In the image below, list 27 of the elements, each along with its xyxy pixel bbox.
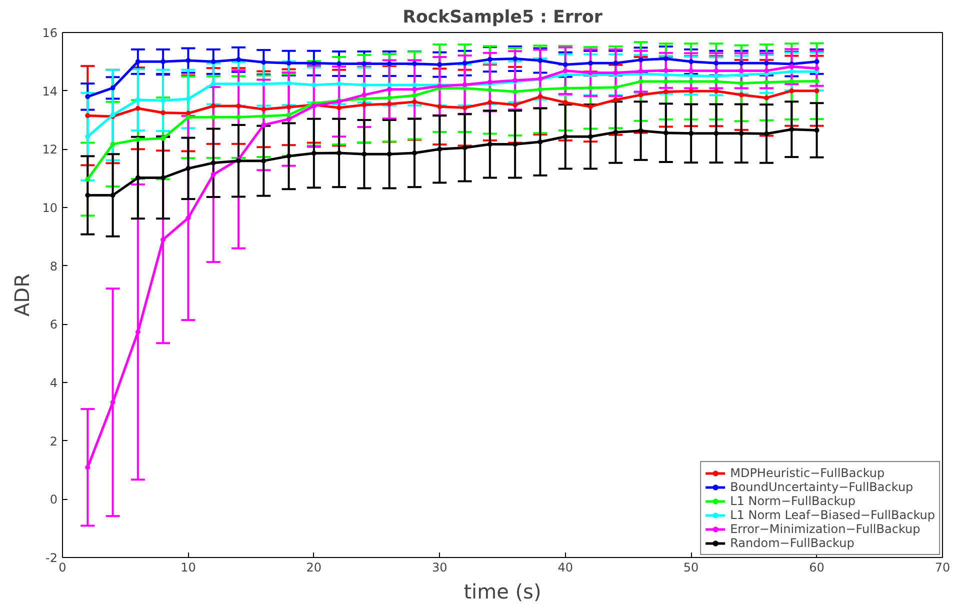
x-tick-label: 30 <box>432 560 448 574</box>
legend-label: Random−FullBackup <box>730 536 854 550</box>
x-tick-label: 70 <box>934 560 950 574</box>
y-tick-label: 14 <box>42 84 58 98</box>
y-tick-label: 6 <box>50 318 58 332</box>
y-tick-label: 12 <box>42 142 58 157</box>
chart-title: RockSample5 : Error <box>402 8 603 28</box>
y-axis-title: ADR <box>10 273 34 316</box>
y-tick-label: 10 <box>42 201 58 215</box>
x-tick-label: 40 <box>558 560 574 574</box>
legend-label: L1 Norm Leaf−Biased−FullBackup <box>730 508 935 522</box>
y-tick-label: -2 <box>46 551 58 565</box>
legend-label: MDPHeuristic−FullBackup <box>730 466 885 480</box>
x-tick-label: 10 <box>180 560 196 574</box>
legend-label: L1 Norm−FullBackup <box>730 494 856 508</box>
y-tick-label: 2 <box>50 434 58 448</box>
x-tick-label: 50 <box>683 560 699 574</box>
y-tick-label: 16 <box>42 26 58 40</box>
x-tick-label: 20 <box>306 560 322 574</box>
x-axis-title: time (s) <box>464 580 542 604</box>
x-tick-label: 60 <box>809 560 824 574</box>
x-tick-label: 0 <box>58 560 66 574</box>
y-tick-label: 8 <box>50 259 58 274</box>
legend-label: Error−Minimization−FullBackup <box>730 522 920 536</box>
legend-label: BoundUncertainty−FullBackup <box>730 480 914 494</box>
y-tick-label: 0 <box>50 492 58 507</box>
y-tick-label: 4 <box>50 376 58 390</box>
